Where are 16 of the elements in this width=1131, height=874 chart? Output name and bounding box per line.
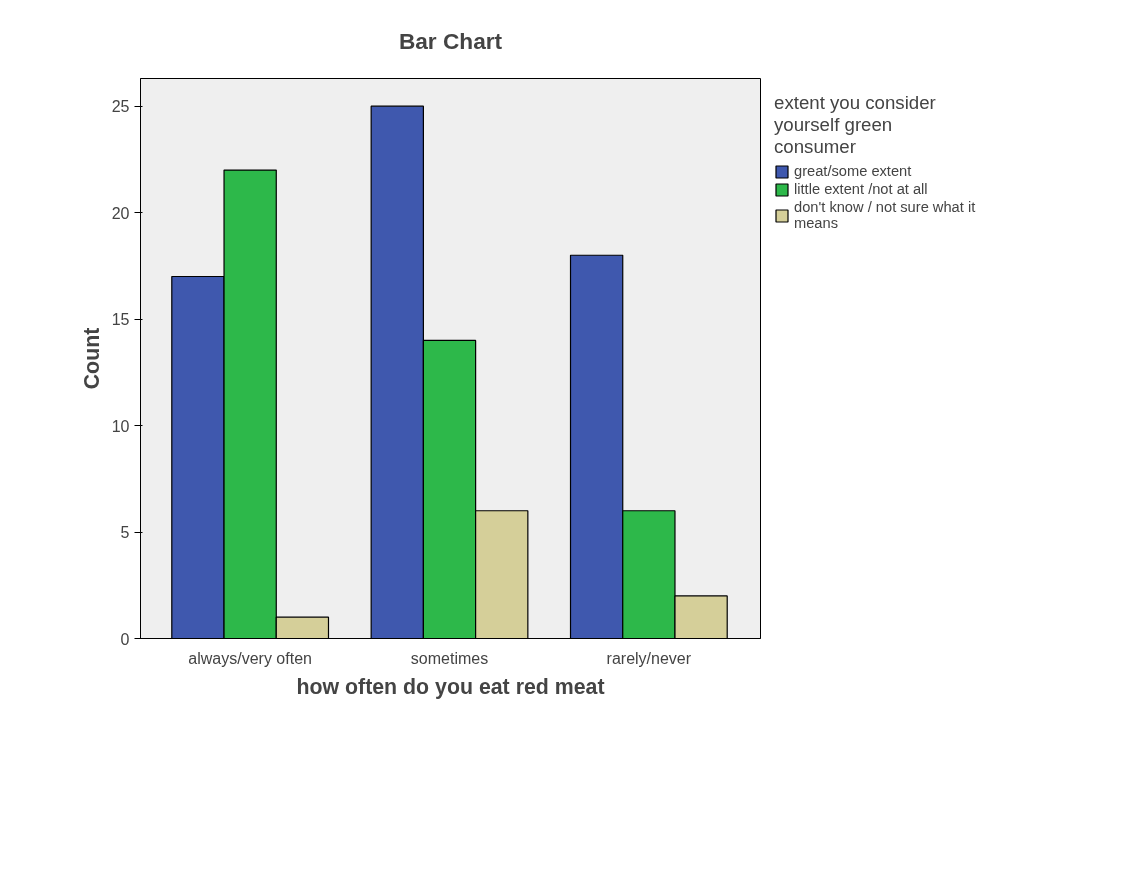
y-axis-title: Count: [79, 327, 104, 390]
y-tick-label: 20: [111, 204, 130, 222]
x-tick-label: rarely/never: [606, 649, 692, 667]
x-tick-label: always/very often: [188, 649, 312, 667]
x-tick-label: sometimes: [410, 649, 489, 667]
legend-label: little extent /not at all: [794, 181, 928, 197]
y-tick-label: 15: [111, 311, 130, 329]
y-tick-label: 10: [111, 417, 130, 435]
y-tick-label: 0: [120, 630, 130, 648]
legend-title: extent you consider yourself green consumer: [774, 92, 937, 158]
y-tick-label: 25: [111, 98, 130, 116]
chart-title: Bar Chart: [398, 27, 503, 54]
y-tick-label: 5: [120, 524, 130, 542]
x-axis-title: how often do you eat red meat: [296, 674, 605, 699]
legend-label: great/some extent: [794, 163, 912, 179]
legend-label: don't know / not sure what it means: [794, 199, 976, 231]
